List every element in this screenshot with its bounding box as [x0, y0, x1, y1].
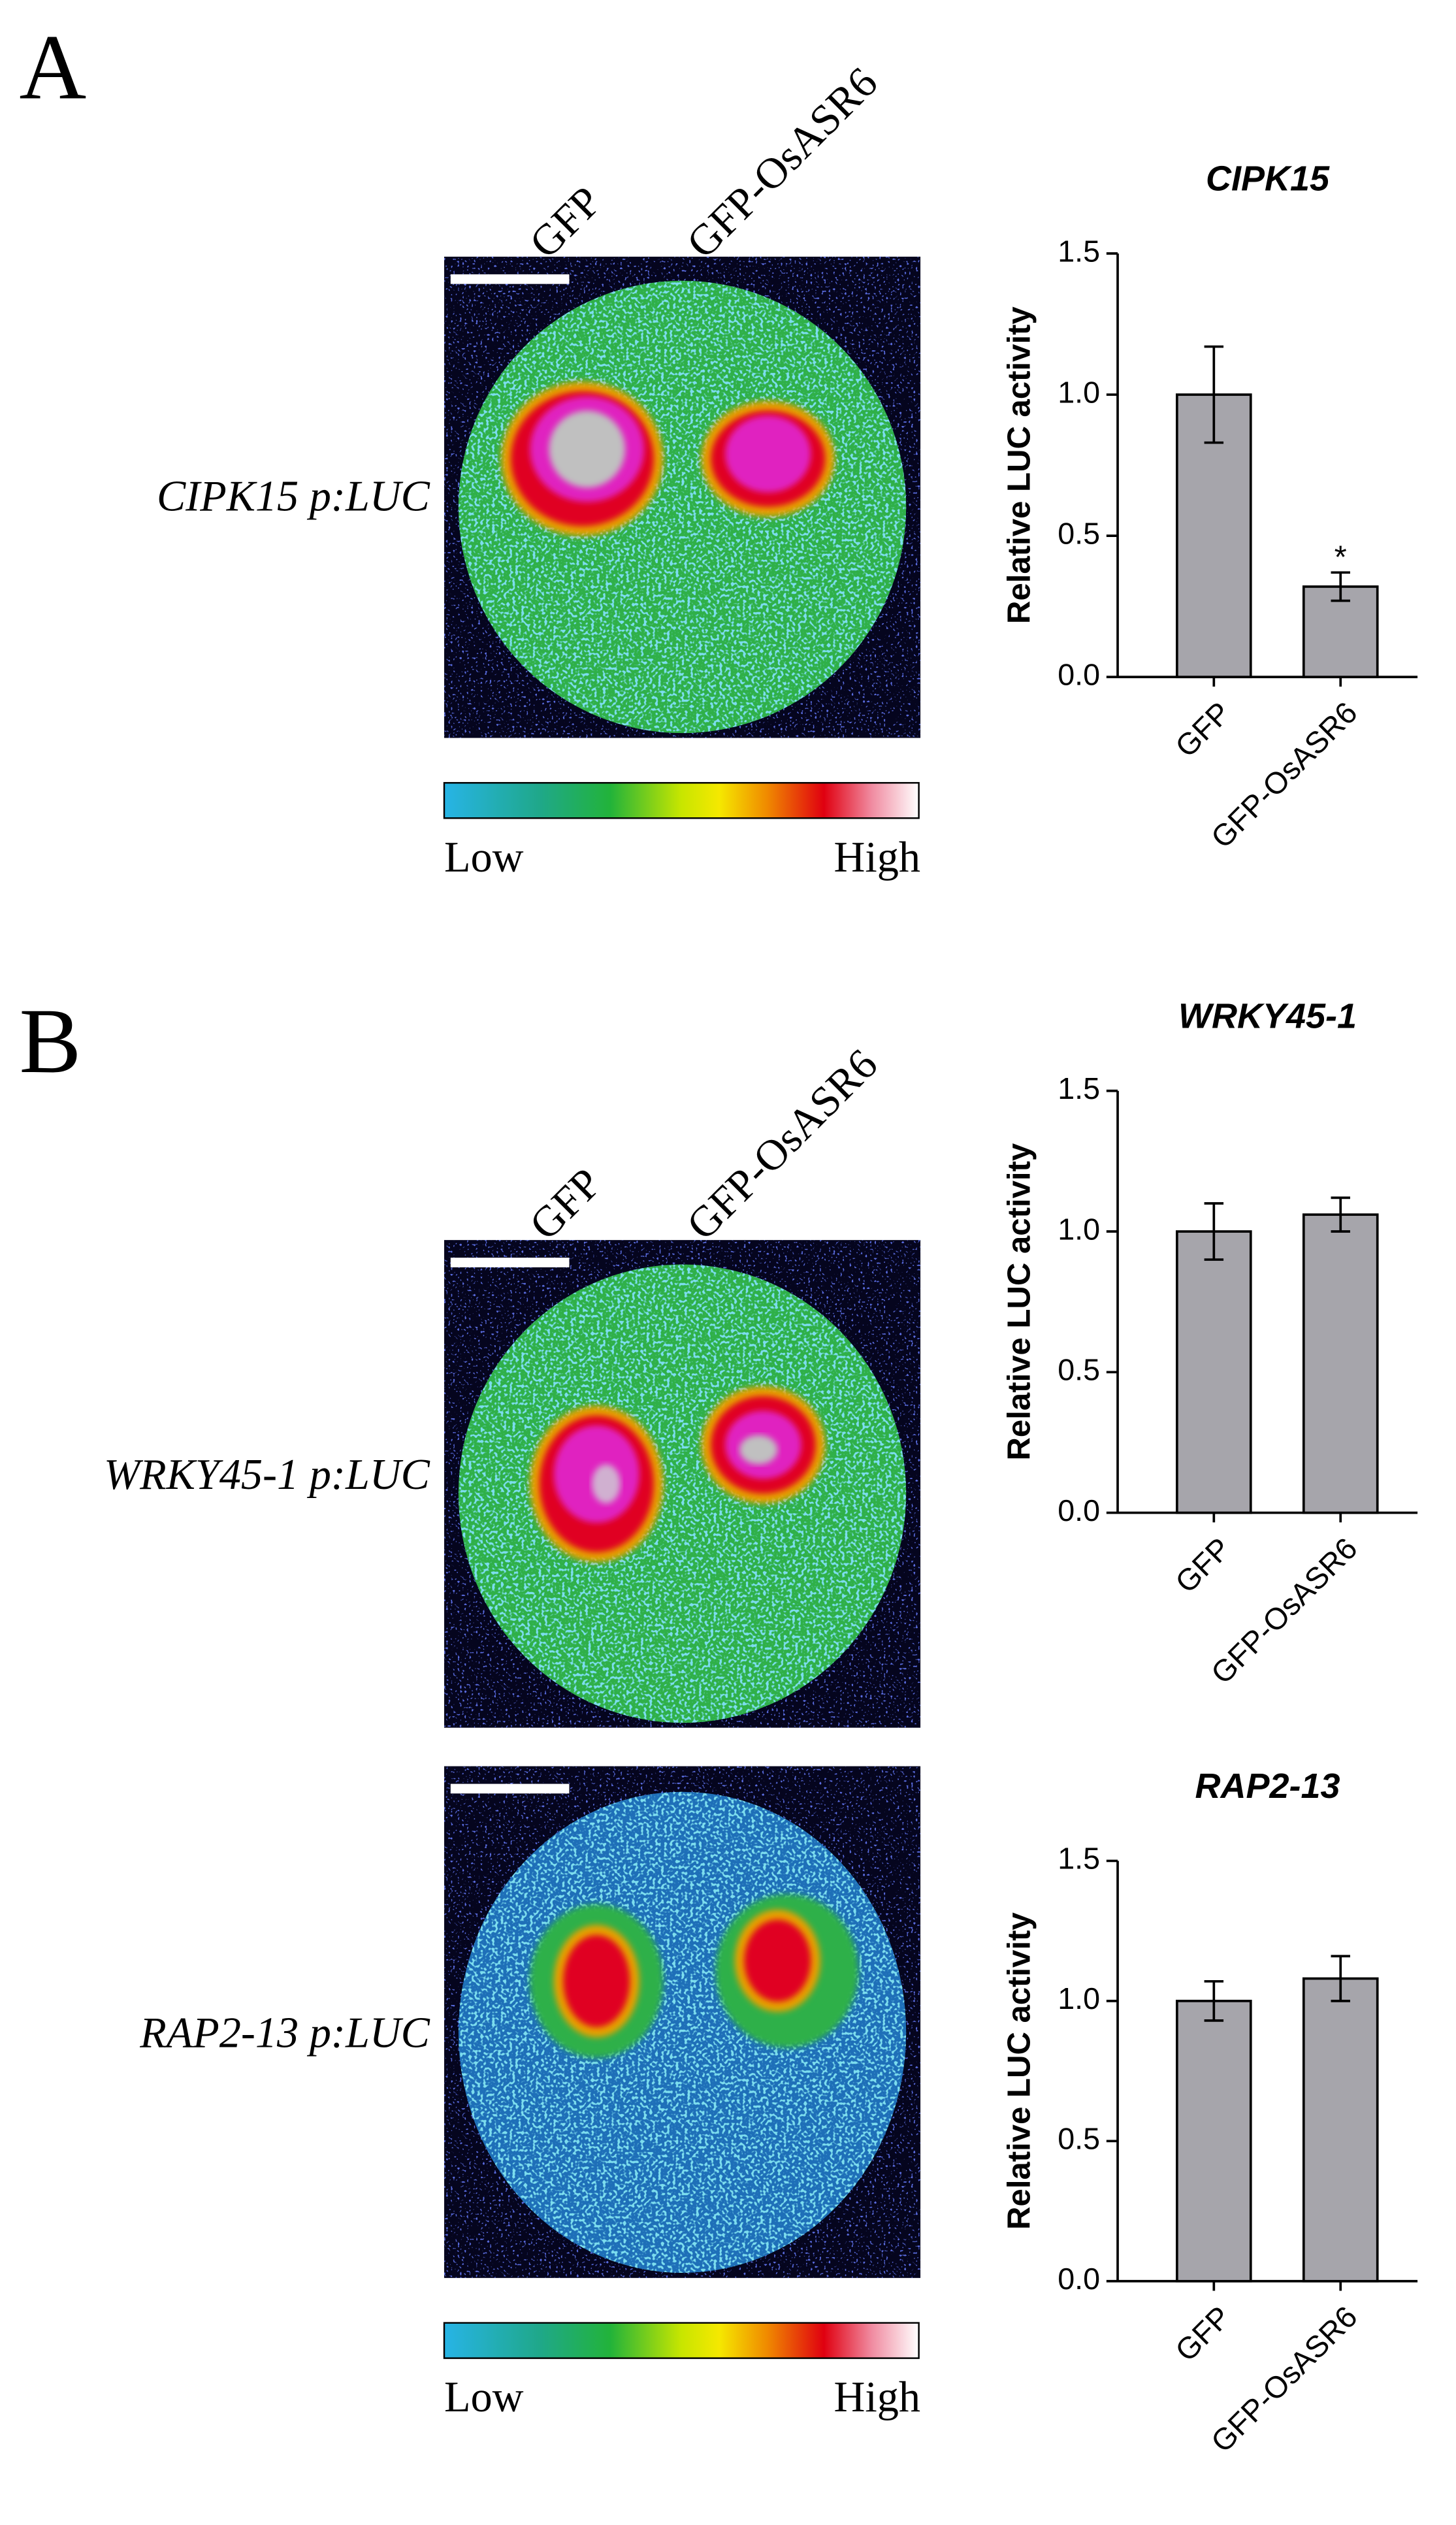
y-tick-label: 0.0 [1058, 2262, 1100, 2296]
colorbar-low: Low [444, 2373, 524, 2421]
signal-spot [739, 1435, 778, 1465]
panel-label: B [19, 989, 81, 1092]
colorbar-high: High [834, 834, 921, 881]
y-tick-label: 0.0 [1058, 1493, 1100, 1527]
scale-bar [450, 1784, 570, 1794]
y-tick-label: 1.5 [1058, 1842, 1100, 1876]
y-tick-label: 1.0 [1058, 1212, 1100, 1246]
leaf-speckle [458, 1791, 907, 2273]
y-tick-label: 1.5 [1058, 1071, 1100, 1105]
y-axis-label: Relative LUC activity [1002, 306, 1037, 624]
chart-title: CIPK15 [1206, 159, 1330, 199]
column-label: GFP-OsASR6 [678, 1040, 887, 1249]
bar [1176, 2000, 1252, 2283]
significance-mark: * [1335, 540, 1347, 576]
y-tick-label: 0.0 [1058, 658, 1100, 692]
bar [1176, 1230, 1252, 1514]
chart-title: WRKY45-1 [1178, 997, 1357, 1036]
scale-bar [450, 1258, 570, 1267]
row-label: RAP2-13 p:LUC [139, 2010, 430, 2057]
y-tick-label: 0.5 [1058, 2122, 1100, 2156]
signal-spot [725, 415, 811, 493]
scale-bar [450, 274, 570, 284]
bar [1302, 1977, 1379, 2283]
colorbar-high: High [834, 2373, 921, 2421]
panel-label: A [19, 16, 86, 119]
y-axis-label: Relative LUC activity [1002, 1143, 1037, 1460]
column-label: GFP [521, 1160, 611, 1250]
colorbar-low: Low [444, 834, 524, 881]
leaf-speckle [458, 1264, 907, 1723]
signal-spot [549, 410, 626, 488]
chart-title: RAP2-13 [1195, 1767, 1340, 1806]
x-tick-label: GFP [1169, 2300, 1237, 2368]
column-label: GFP-OsASR6 [678, 58, 887, 267]
y-tick-label: 0.5 [1058, 516, 1100, 550]
column-label: GFP [521, 178, 611, 268]
y-axis-label: Relative LUC activity [1002, 1912, 1037, 2230]
row-label: WRKY45-1 p:LUC [104, 1451, 430, 1499]
y-tick-label: 1.0 [1058, 1981, 1100, 2015]
bar [1302, 1213, 1379, 1514]
x-tick-label: GFP [1169, 1531, 1237, 1600]
x-tick-label: GFP [1169, 695, 1237, 764]
signal-spot [563, 1935, 630, 2028]
y-tick-label: 0.5 [1058, 1353, 1100, 1387]
row-label: CIPK15 p:LUC [157, 472, 430, 520]
signal-spot [744, 1919, 811, 2002]
signal-spot [592, 1464, 621, 1504]
colorbar [443, 2322, 920, 2359]
colorbar [443, 782, 920, 819]
y-tick-label: 1.0 [1058, 375, 1100, 409]
y-tick-label: 1.5 [1058, 234, 1100, 268]
